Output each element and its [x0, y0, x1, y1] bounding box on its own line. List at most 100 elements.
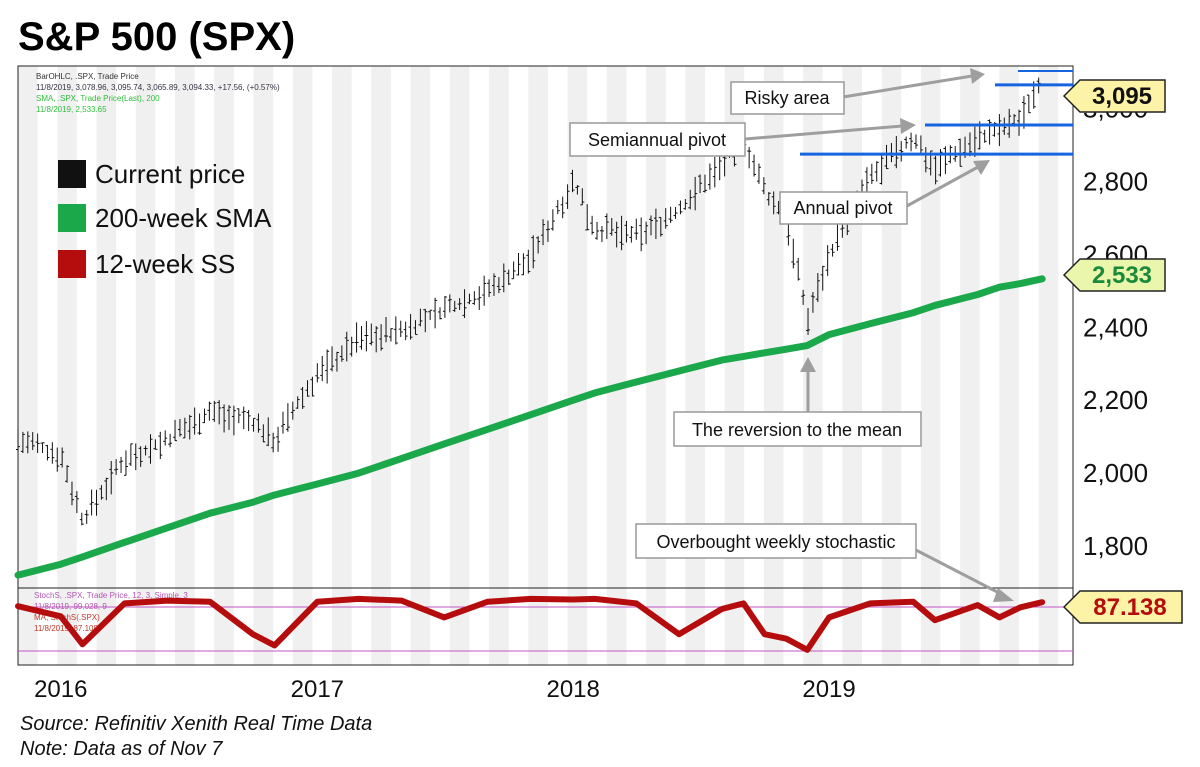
callout-annual-text: Annual pivot — [793, 198, 892, 218]
ohlc-bar — [997, 114, 1002, 147]
y-tick-label: 2,000 — [1083, 458, 1148, 488]
ohlc-bar — [909, 132, 914, 152]
callout-overbought: Overbought weekly stochastic — [635, 523, 917, 559]
ohlc-bar — [840, 224, 845, 238]
ohlc-bar — [884, 144, 889, 170]
ohlc-bar — [933, 155, 938, 185]
ohlc-bar — [609, 217, 614, 236]
legend-swatch-price — [58, 160, 86, 188]
ohlc-bar — [752, 154, 757, 177]
ohlc-bar — [384, 316, 389, 343]
ohlc-bar — [207, 401, 212, 421]
risky-arrowhead — [970, 68, 985, 84]
ohlc-bar — [280, 411, 285, 434]
ohlc-bar — [835, 222, 840, 251]
callout-annual-pivot: Annual pivot — [779, 191, 908, 225]
ohlc-bar — [457, 298, 462, 310]
annual-arrowhead — [973, 160, 990, 175]
ohlc-bar — [477, 286, 482, 310]
data-date-note: Note: Data as of Nov 7 — [20, 738, 223, 760]
ohlc-bar — [879, 152, 884, 185]
stoch-header-line-4: 11/8/2019, 87.108 — [34, 624, 98, 633]
ohlc-bar — [222, 404, 227, 433]
background-stripe — [842, 66, 862, 665]
ohlc-bar — [364, 321, 369, 352]
ohlc-bar — [74, 491, 79, 514]
ohlc-bar — [668, 206, 673, 223]
ohlc-bar — [202, 408, 207, 424]
y-tick-label: 1,800 — [1083, 531, 1148, 561]
background-stripe — [528, 66, 548, 665]
ohlc-bar — [16, 429, 20, 453]
badge-stochastic-shape — [1062, 590, 1183, 624]
y-tick-label: 2,800 — [1083, 167, 1148, 197]
ohlc-bar — [128, 443, 133, 466]
background-stripe — [253, 66, 274, 665]
background-stripe — [999, 66, 1020, 665]
ohlc-bar — [663, 208, 668, 229]
x-tick-label: 2019 — [802, 676, 855, 703]
ohlc-bar — [300, 386, 305, 409]
ohlc-bar — [339, 345, 344, 362]
ohlc-bar — [506, 269, 511, 285]
ohlc-bar — [266, 417, 271, 447]
ohlc-bar — [99, 485, 104, 500]
ohlc-bar — [604, 213, 609, 240]
ohlc-bar — [894, 136, 899, 169]
chart-title: S&P 500 (SPX) — [18, 15, 295, 59]
x-tick-label: 2018 — [546, 676, 599, 703]
ohlc-bar — [624, 220, 629, 243]
callout-reversion: The reversion to the mean — [673, 411, 922, 447]
legend-swatch-stochastic — [58, 250, 86, 278]
ohlc-bar — [94, 489, 99, 516]
ohlc-bar — [815, 273, 820, 303]
ohlc-bar — [325, 349, 330, 384]
background-stripe — [410, 66, 431, 665]
ohlc-bar — [786, 221, 791, 246]
badge-current-price: 3,095 — [1062, 79, 1166, 113]
overbought-arrow — [911, 546, 1004, 597]
ohlc-bar — [163, 430, 168, 446]
background-stripe — [960, 66, 980, 665]
ohlc-bar — [585, 204, 590, 231]
annotation-arrows — [744, 68, 1014, 602]
ohlc-bar — [271, 432, 276, 453]
callout-risky-area: Risky area — [730, 81, 845, 115]
background-stripe — [96, 66, 117, 665]
ohlc-bar — [89, 489, 94, 516]
background-stripe — [489, 66, 509, 665]
background-stripe — [763, 66, 784, 665]
ohlc-bar — [580, 188, 585, 206]
ohlc-bar — [334, 351, 339, 372]
ohlc-bar — [756, 163, 761, 184]
ohlc-bar — [531, 235, 536, 269]
ohlc-bar — [133, 443, 138, 471]
callout-overbought-text: Overbought weekly stochastic — [656, 532, 895, 552]
badge-current-price-shape — [1062, 79, 1166, 113]
legend-label-price: Current price — [95, 159, 245, 189]
ohlc-bar — [565, 184, 570, 210]
ohlc-bar — [192, 407, 197, 435]
ohlc-bar — [967, 132, 972, 157]
ohlc-bar — [442, 295, 447, 318]
ohlc-bar — [55, 447, 60, 472]
ohlc-bar — [310, 376, 315, 397]
background-stripe — [292, 66, 313, 665]
ohlc-bar — [874, 161, 879, 182]
ohlc-bar — [1021, 96, 1026, 129]
ohlc-bar — [197, 413, 202, 435]
ohlc-bar — [526, 249, 531, 274]
ohlc-bar — [560, 196, 565, 219]
ohlc-bar — [482, 275, 487, 306]
semiannual-arrow — [744, 124, 903, 141]
ohlc-bar — [649, 215, 653, 236]
x-tick-label: 2016 — [34, 676, 87, 703]
ohlc-bar — [119, 456, 124, 474]
ohlc-bar — [545, 220, 550, 242]
ohlc-bar — [796, 257, 801, 281]
ohlc-bar — [428, 309, 433, 320]
ohlc-bar — [182, 417, 187, 439]
ohlc-bar — [923, 147, 928, 173]
ohlc-bar — [644, 221, 649, 245]
ohlc-bar — [35, 433, 40, 453]
